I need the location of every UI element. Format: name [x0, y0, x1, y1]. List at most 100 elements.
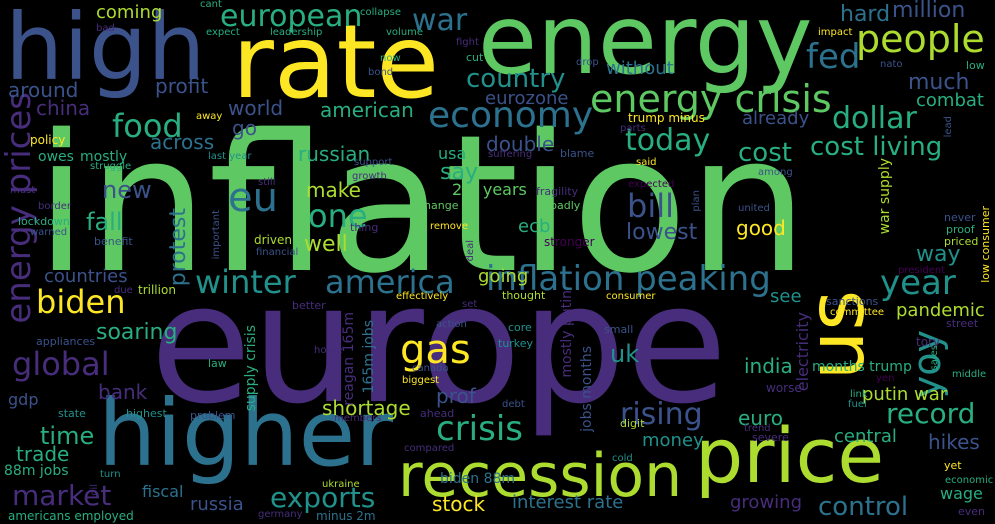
word: coming [96, 2, 163, 23]
word: profit [155, 74, 209, 98]
word: year [880, 263, 956, 303]
word: stronger [544, 235, 595, 249]
word: proof [946, 223, 975, 236]
word: russia [190, 494, 244, 515]
word: core [508, 321, 532, 334]
word: collapse [360, 7, 402, 18]
word: gdp [8, 390, 39, 409]
word: usa [438, 144, 467, 163]
word: severe [752, 431, 789, 444]
word: turkey [498, 337, 534, 350]
word: economic [945, 475, 994, 486]
word: 2m years [452, 180, 527, 199]
word: cost [738, 138, 792, 168]
word: low consumer [979, 206, 992, 283]
word: much [908, 70, 970, 95]
word: change [418, 199, 459, 212]
word: better [292, 299, 326, 312]
word: fragility [536, 185, 579, 198]
word: thing [350, 221, 379, 234]
word: struggle [90, 161, 132, 172]
word: today [625, 123, 711, 158]
word: ukraine [322, 479, 360, 490]
word: members [334, 413, 382, 424]
word: crisis [436, 409, 523, 449]
word: fiscal [142, 482, 184, 501]
word: minus 2m [316, 509, 376, 523]
word: link [850, 389, 868, 400]
word: people [856, 17, 985, 61]
word: compared [404, 443, 455, 454]
word: well [304, 232, 348, 257]
word: gas [400, 327, 471, 373]
word: impact [818, 27, 853, 38]
word: away [196, 111, 223, 122]
word: last year [208, 151, 252, 162]
word: volume [386, 27, 424, 38]
word: cut [466, 51, 484, 64]
word: exports [270, 481, 376, 514]
word: must [10, 185, 36, 196]
word: across [150, 130, 215, 154]
word: going [478, 266, 529, 287]
word: go [232, 116, 257, 140]
word: months trump [812, 359, 912, 375]
word: home [314, 345, 343, 356]
word: effectively [396, 291, 449, 302]
word: dollar [832, 101, 917, 136]
word: lockdown [18, 215, 70, 228]
word: biden [36, 283, 126, 321]
word: set [462, 299, 478, 310]
word: deal [465, 240, 476, 262]
word: inflation peaking [486, 259, 771, 299]
word: driven [254, 233, 292, 247]
word: electricity [793, 312, 812, 392]
word: russian [298, 142, 371, 166]
word: american [320, 98, 414, 122]
word: drop [576, 57, 599, 68]
word: growth [352, 171, 387, 182]
word: war [412, 3, 468, 38]
word: india [744, 354, 793, 378]
word: food [112, 107, 183, 145]
word: country [466, 64, 566, 94]
word: china [36, 96, 91, 120]
word: war supply [877, 158, 893, 235]
word: pandemic [896, 300, 985, 321]
word: countries [44, 266, 128, 287]
word: soaring [96, 320, 178, 345]
word: money [642, 430, 704, 451]
word: even [958, 505, 986, 518]
word: suffering [488, 149, 533, 160]
word: double [486, 132, 555, 156]
word: 165m jobs [361, 320, 377, 394]
word: prof [436, 384, 476, 408]
word: euro [738, 406, 783, 430]
word: ecb [518, 216, 551, 237]
word: support [354, 157, 393, 168]
word: bad [96, 23, 115, 34]
word: stock [432, 492, 486, 516]
word: time [40, 422, 95, 450]
word: parts [620, 123, 646, 134]
word: fuel [848, 399, 867, 410]
word: committee [830, 307, 885, 318]
word: small [604, 323, 634, 336]
word: biden 88m [440, 471, 516, 487]
word: trend [744, 423, 771, 434]
word: trump minus [628, 111, 705, 125]
word: tory [916, 335, 941, 349]
word: badly [550, 199, 581, 212]
word: nato [880, 59, 903, 70]
word: yet [944, 459, 962, 472]
word: putin war [862, 384, 948, 405]
word: high [5, 0, 206, 101]
word: bank [98, 380, 148, 404]
word: make [306, 178, 361, 202]
word: sanctions [826, 295, 879, 308]
word: expect [206, 27, 240, 38]
word: priced [944, 235, 979, 248]
word: good [736, 216, 786, 240]
word: already [742, 108, 810, 129]
